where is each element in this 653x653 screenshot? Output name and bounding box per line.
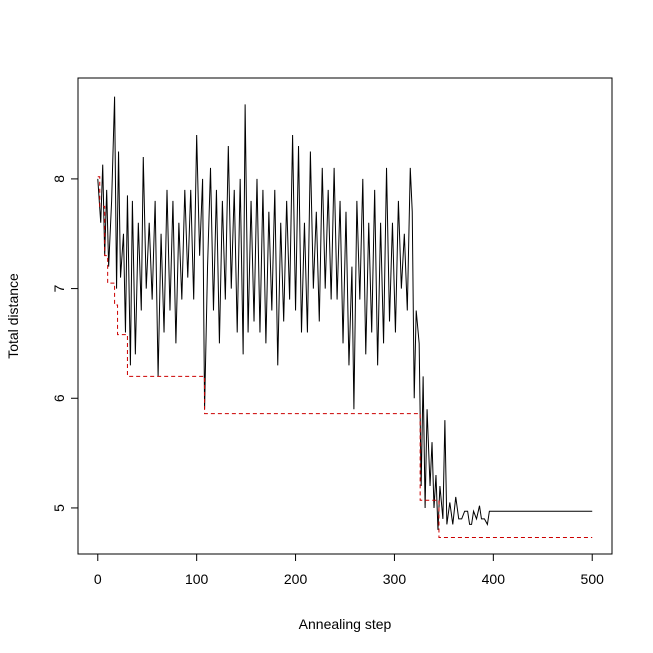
series-line	[97, 176, 593, 539]
y-tick-label: 5	[51, 504, 67, 512]
x-tick-label: 200	[284, 571, 308, 587]
y-tick-label: 6	[51, 394, 67, 402]
y-tick-label: 7	[51, 284, 67, 292]
series-line	[97, 96, 593, 530]
x-axis-label: Annealing step	[299, 616, 392, 632]
y-axis-label: Total distance	[5, 273, 21, 359]
x-tick-label: 300	[383, 571, 407, 587]
x-tick-label: 0	[94, 571, 102, 587]
x-tick-label: 400	[482, 571, 506, 587]
x-tick-label: 100	[185, 571, 209, 587]
plot-frame	[77, 77, 613, 555]
y-tick-label: 8	[51, 175, 67, 183]
x-tick-label: 500	[581, 571, 605, 587]
